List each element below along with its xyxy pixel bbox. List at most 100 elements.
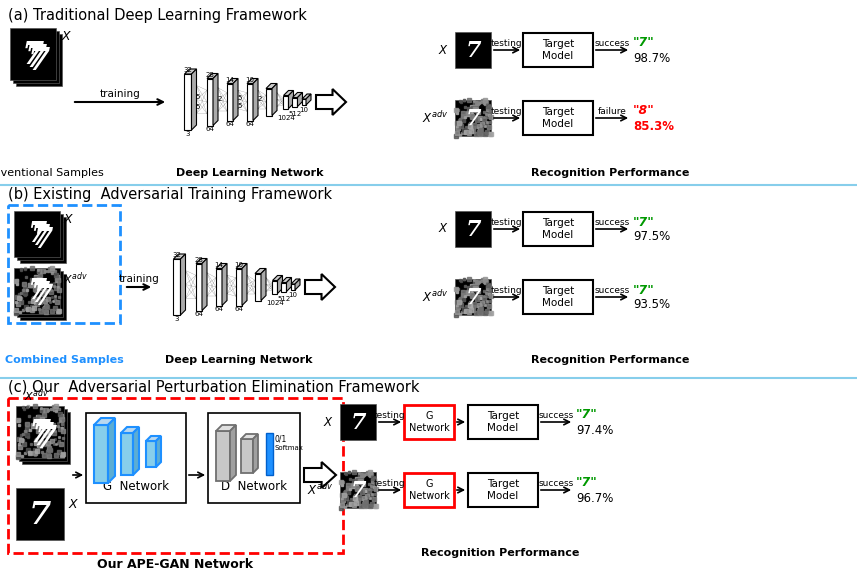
Text: success: success — [538, 479, 573, 488]
Bar — [455, 279, 491, 315]
Bar — [523, 101, 593, 135]
Text: Deep Learning Network: Deep Learning Network — [177, 168, 324, 178]
Text: success: success — [595, 39, 630, 48]
Bar — [523, 280, 593, 314]
Text: 28: 28 — [206, 72, 214, 78]
Bar — [196, 264, 202, 310]
Text: 2: 2 — [258, 96, 262, 102]
Text: 7: 7 — [465, 287, 481, 309]
Polygon shape — [297, 92, 303, 107]
Text: 64: 64 — [246, 121, 255, 127]
Polygon shape — [181, 254, 185, 315]
Polygon shape — [213, 73, 218, 126]
Bar — [404, 473, 454, 507]
Bar — [455, 32, 491, 68]
Text: training: training — [99, 89, 141, 99]
Polygon shape — [255, 268, 266, 273]
Text: 5: 5 — [237, 95, 243, 101]
Bar — [207, 78, 213, 126]
Polygon shape — [230, 425, 236, 481]
Polygon shape — [305, 274, 335, 300]
Bar — [94, 425, 108, 483]
Text: 32: 32 — [172, 252, 182, 258]
Text: Softmax: Softmax — [275, 445, 304, 451]
Bar — [16, 34, 62, 86]
Polygon shape — [278, 275, 283, 294]
Text: testing: testing — [491, 286, 523, 295]
Text: Recognition Performance: Recognition Performance — [421, 548, 579, 558]
Bar — [236, 268, 242, 305]
Text: testing: testing — [375, 411, 406, 420]
Text: 7: 7 — [33, 227, 52, 254]
Bar — [86, 413, 186, 503]
Text: $X^{adv}$: $X^{adv}$ — [308, 482, 334, 498]
Text: 3: 3 — [186, 131, 190, 137]
Bar — [292, 98, 297, 107]
Text: 14: 14 — [214, 262, 224, 268]
Text: Target
Model: Target Model — [542, 39, 574, 61]
Text: 7: 7 — [28, 46, 50, 77]
Bar — [302, 99, 306, 105]
Text: G
Network: G Network — [409, 411, 449, 433]
Text: Target
Model: Target Model — [542, 218, 574, 240]
Text: 7: 7 — [465, 219, 481, 241]
Text: 5: 5 — [237, 103, 243, 109]
Bar — [146, 441, 156, 467]
Bar — [208, 413, 300, 503]
Polygon shape — [306, 94, 311, 105]
Polygon shape — [261, 268, 266, 301]
Polygon shape — [222, 264, 227, 305]
Text: Conventional Samples: Conventional Samples — [0, 168, 104, 178]
Text: "7": "7" — [633, 283, 655, 297]
Text: failure: failure — [597, 107, 626, 116]
Text: $X^{adv}$: $X^{adv}$ — [423, 110, 449, 126]
Text: 10: 10 — [289, 292, 297, 298]
Text: 98.7%: 98.7% — [633, 51, 670, 65]
Bar — [273, 280, 278, 294]
Text: 5: 5 — [195, 94, 201, 100]
Text: G
Network: G Network — [409, 479, 449, 501]
Text: $X$: $X$ — [63, 213, 75, 226]
Polygon shape — [291, 279, 300, 284]
Text: $X^{adv}$: $X^{adv}$ — [423, 289, 449, 305]
Text: 7: 7 — [22, 40, 44, 70]
Bar — [340, 472, 376, 508]
Text: 5: 5 — [195, 104, 201, 110]
Text: $X$: $X$ — [438, 223, 449, 235]
Text: testing: testing — [491, 39, 523, 48]
Bar — [20, 274, 66, 320]
Text: 32: 32 — [183, 67, 193, 73]
Bar — [291, 284, 295, 290]
Polygon shape — [295, 279, 300, 290]
Polygon shape — [207, 73, 218, 78]
Bar — [227, 84, 233, 121]
Text: 1024: 1024 — [267, 300, 284, 306]
Text: 10: 10 — [235, 262, 243, 268]
Polygon shape — [304, 462, 336, 488]
Bar — [247, 84, 253, 121]
Bar — [281, 283, 286, 291]
Text: $X$: $X$ — [61, 30, 72, 43]
Bar — [19, 409, 67, 461]
Polygon shape — [121, 427, 139, 433]
Bar — [184, 74, 191, 130]
Text: 0/1: 0/1 — [275, 435, 287, 444]
Bar — [10, 28, 56, 80]
Text: 64: 64 — [195, 311, 203, 317]
Polygon shape — [272, 84, 277, 115]
Bar — [523, 33, 593, 67]
Bar — [266, 433, 273, 475]
Text: 7: 7 — [351, 412, 366, 434]
Text: 96.7%: 96.7% — [576, 492, 614, 504]
Bar — [216, 268, 222, 305]
Text: G  Network: G Network — [103, 480, 169, 493]
Text: training: training — [118, 274, 159, 284]
Bar — [284, 96, 289, 108]
Polygon shape — [202, 258, 207, 310]
Text: 7: 7 — [465, 40, 481, 62]
Text: Target
Model: Target Model — [542, 107, 574, 129]
Text: "7": "7" — [633, 215, 655, 228]
Text: 7: 7 — [465, 108, 481, 130]
Text: "8": "8" — [633, 104, 655, 118]
Polygon shape — [242, 264, 247, 305]
